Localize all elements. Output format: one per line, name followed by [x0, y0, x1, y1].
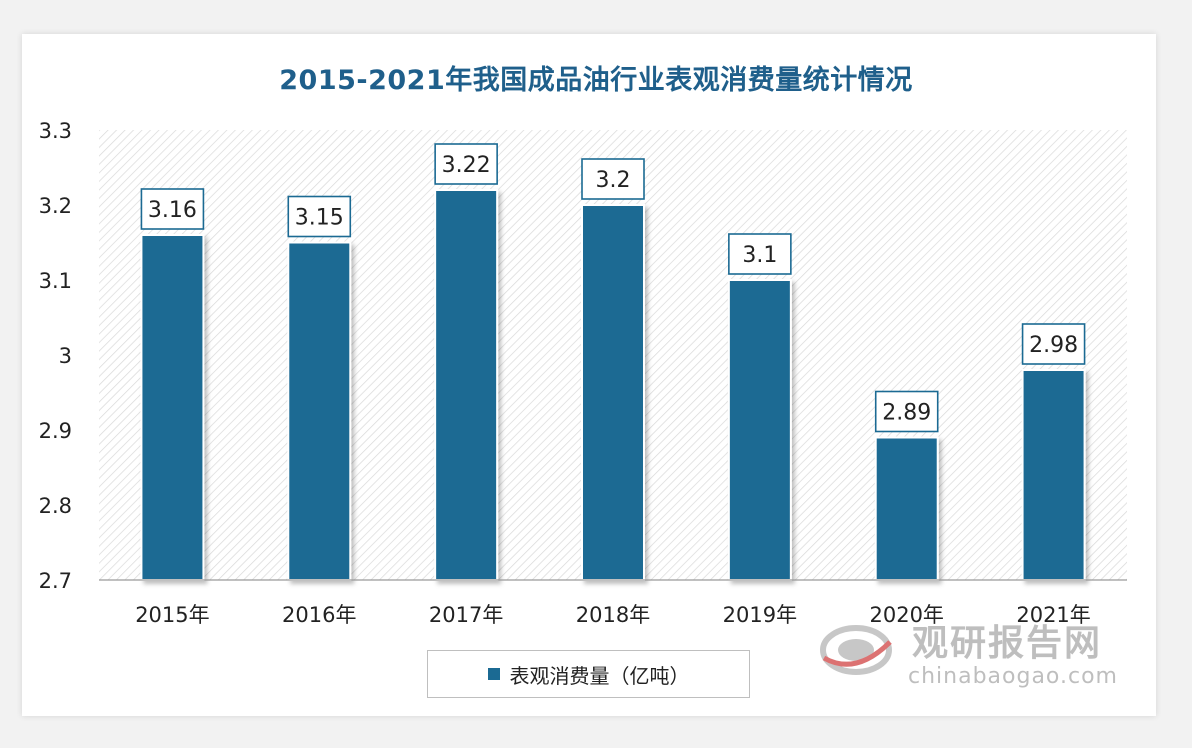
- data-label-box: [1021, 323, 1086, 365]
- data-label-box: [434, 143, 498, 185]
- bar: [434, 189, 499, 581]
- y-tick-label: 2.8: [39, 494, 72, 518]
- watermark: 观研报告网 chinabaogao.com: [820, 612, 1140, 692]
- watermark-logo-icon: [820, 625, 892, 675]
- data-label: 3.2: [596, 168, 631, 193]
- data-label-box: [874, 390, 939, 433]
- x-tick-label: 2019年: [723, 603, 797, 627]
- data-label: 2.89: [882, 401, 931, 426]
- legend-label: 表观消费量（亿吨）: [509, 663, 690, 688]
- data-label-box: [581, 158, 645, 200]
- legend: 表观消费量（亿吨）: [427, 650, 750, 698]
- chart-title: 2015-2021年我国成品油行业表观消费量统计情况: [279, 65, 913, 96]
- x-tick-label: 2021年: [1016, 603, 1090, 627]
- watermark-url: chinabaogao.com: [908, 664, 1118, 689]
- x-tick-label: 2015年: [135, 603, 209, 627]
- x-tick-label: 2018年: [576, 603, 650, 627]
- bar: [140, 234, 205, 581]
- x-tick-label: 2020年: [869, 603, 943, 627]
- data-label: 3.22: [442, 153, 491, 178]
- y-tick-label: 2.7: [39, 569, 72, 593]
- y-tick-label: 3.1: [39, 269, 72, 293]
- data-label-box: [287, 195, 352, 238]
- watermark-brand: 观研报告网: [912, 623, 1103, 664]
- y-tick-label: 3: [59, 344, 72, 368]
- y-tick-label: 3.3: [39, 119, 72, 143]
- x-tick-label: 2017年: [429, 603, 503, 627]
- bar: [727, 279, 792, 581]
- bar: [874, 436, 939, 581]
- data-label: 3.1: [742, 243, 777, 268]
- x-tick-label: 2016年: [282, 603, 356, 627]
- bar: [287, 241, 352, 581]
- data-label: 3.15: [295, 206, 344, 231]
- legend-swatch: [487, 668, 500, 680]
- y-tick-label: 2.9: [39, 419, 72, 443]
- bar: [581, 204, 645, 581]
- bar: [1021, 369, 1086, 581]
- data-label: 3.16: [148, 198, 197, 223]
- data-label-box: [728, 233, 792, 275]
- data-label: 2.98: [1029, 333, 1078, 358]
- y-tick-label: 3.2: [39, 194, 72, 218]
- data-label-box: [140, 188, 205, 230]
